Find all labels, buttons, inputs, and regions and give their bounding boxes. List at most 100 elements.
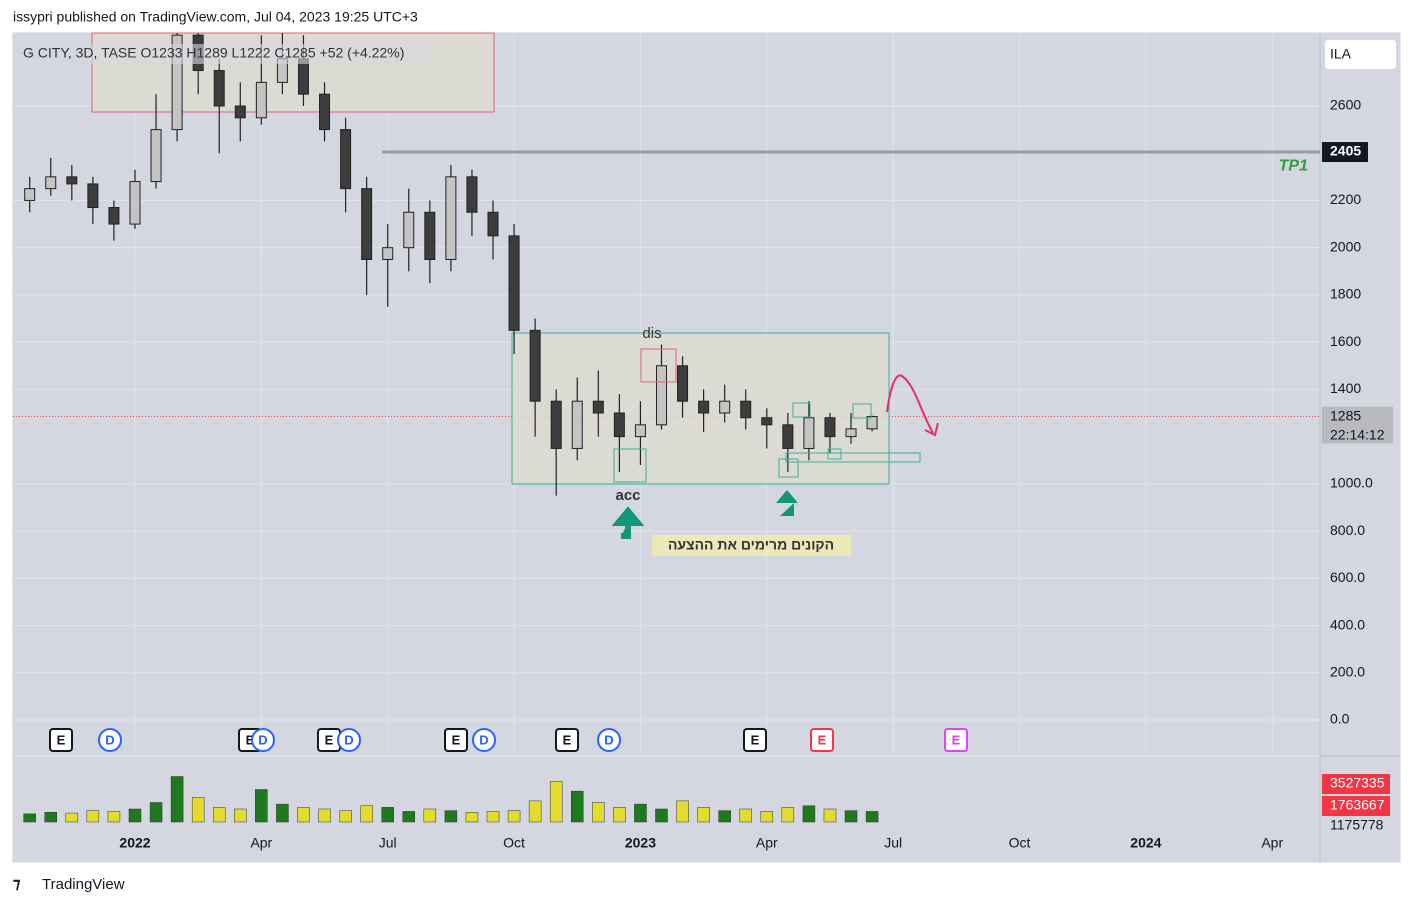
candle-body [677,365,689,402]
candle-body [613,412,625,438]
volume-bar [86,810,100,823]
y-tick-label: 2000 [1330,238,1361,254]
volume-bar [128,808,142,823]
x-tick-label: Jul [379,835,397,851]
volume-bar [170,776,184,823]
box [778,458,799,478]
volume-bar [444,810,458,823]
level-name: TP1 [1279,157,1308,174]
box [792,402,811,418]
currency: ILA [1330,46,1352,62]
candle-body [740,400,752,419]
volume-bar [697,807,710,823]
event-label: E [325,732,334,747]
candle-body [382,247,394,260]
time-axis [13,826,1320,862]
volume-bar [486,811,500,823]
candle-body [45,176,57,190]
last-price-bg [1322,406,1393,444]
candle-body [719,400,731,414]
event-label: D [258,732,267,747]
event-label: E [246,732,255,747]
footer: TradingView [42,876,125,893]
annotation: הקונים מרימים את ההצעה [668,537,834,553]
candle-body [171,34,183,131]
y-tick-label: 0.0 [1330,711,1350,727]
event-label: E [818,732,827,747]
event-marker [444,728,468,752]
candle-body [424,211,436,260]
x-tick-label: 2024 [1130,835,1161,851]
volume-bar [613,807,626,823]
projection-curve [886,374,939,437]
event-marker[interactable] [337,728,361,752]
annotation: dis [642,325,661,342]
candle-body [634,424,646,438]
candle-body [845,428,857,438]
currency-box[interactable] [1325,40,1396,69]
event-label: E [57,732,66,747]
y-tick-label: 1000.0 [1330,475,1373,491]
event-marker[interactable] [251,728,275,752]
header: issypri published on TradingView.com, Ju… [13,9,418,25]
volume-bar [676,800,689,823]
legend-bg [22,44,432,64]
candle-body [66,176,78,185]
price-axis [1320,33,1400,862]
event-label: D [479,732,488,747]
event-marker[interactable] [597,728,621,752]
volume-label-bg [1322,796,1390,816]
volume-bar [634,803,647,823]
candle-body [824,417,836,438]
y-tick-label: 200.0 [1330,664,1365,680]
volume-scale-label: 3527335 [1330,775,1385,791]
y-tick-label: 1600 [1330,333,1361,349]
volume-bar [655,808,668,823]
volume-bar [276,803,289,823]
volume-bar [528,800,542,823]
volume-bar [339,810,352,823]
event-marker [743,728,767,752]
last-price-label: 1285 [1330,407,1361,423]
event-label: E [452,732,461,747]
candle-body [466,176,478,213]
x-tick-label: Jul [884,835,902,851]
y-tick-label: 1400 [1330,380,1361,396]
x-tick-label: Apr [250,835,272,851]
x-tick-label: Apr [1261,835,1283,851]
volume-bar [823,808,837,823]
candle-body [319,93,331,131]
legend: G CITY, 3D, TASE O1233 H1289 L1222 C1285… [23,45,404,61]
candle-body [150,129,162,183]
x-tick-label: Oct [503,835,525,851]
box [827,448,842,460]
up-arrow [611,506,645,539]
candle-body [698,400,710,414]
box [785,452,921,463]
candle-body [361,188,373,260]
volume-bar [212,807,226,823]
volume-bar [718,810,731,823]
volume-bar [381,807,394,823]
volume-bar [844,810,858,823]
candle-body [508,235,520,331]
y-tick-label: 600.0 [1330,569,1365,585]
volume-bar [465,812,479,823]
candle-body [445,176,457,260]
up-arrow [776,490,798,516]
event-marker[interactable] [472,728,496,752]
candle-body [297,58,309,95]
volume-bar [255,789,268,823]
candle-body [571,400,583,449]
event-marker [49,728,73,752]
volume-bar [802,805,816,823]
event-marker[interactable] [98,728,122,752]
event-label: E [751,732,760,747]
volume-bar [507,810,521,823]
event-marker [944,728,968,752]
x-tick-label: 2023 [625,835,656,851]
countdown: 22:14:12 [1330,426,1385,442]
volume-bar [402,811,416,823]
volume-bar [781,807,795,823]
y-tick-label: 400.0 [1330,616,1365,632]
